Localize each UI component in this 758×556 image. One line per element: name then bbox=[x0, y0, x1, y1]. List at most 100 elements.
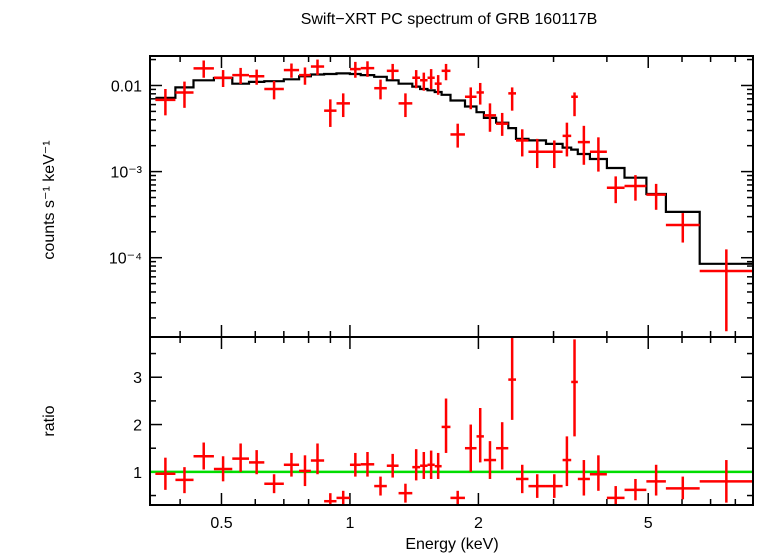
data-point bbox=[374, 79, 387, 100]
x-tick-label: 5 bbox=[644, 515, 653, 532]
ratio-point bbox=[562, 436, 572, 487]
ratio-point bbox=[571, 339, 578, 437]
ratio-point bbox=[646, 464, 666, 496]
data-point bbox=[562, 122, 572, 157]
ratio-point bbox=[606, 486, 625, 505]
ratio-point bbox=[464, 424, 477, 472]
ratio-point bbox=[412, 449, 421, 481]
data-point bbox=[577, 125, 590, 165]
data-point bbox=[336, 93, 350, 118]
data-point bbox=[496, 112, 509, 136]
data-point bbox=[516, 129, 529, 157]
ratio-data-points bbox=[155, 337, 753, 505]
ratio-point bbox=[699, 460, 753, 503]
ratio-point bbox=[624, 478, 647, 501]
ratio-point bbox=[516, 464, 529, 494]
data-point bbox=[193, 60, 214, 78]
data-point bbox=[464, 87, 477, 110]
data-point bbox=[398, 93, 413, 118]
data-point bbox=[324, 99, 337, 127]
data-point bbox=[427, 69, 435, 90]
data-point bbox=[155, 89, 176, 116]
ratio-point bbox=[232, 443, 249, 472]
x-tick-label: 2 bbox=[474, 515, 483, 532]
data-point bbox=[476, 82, 484, 105]
data-point bbox=[699, 249, 753, 332]
ratio-point bbox=[213, 456, 233, 482]
x-axis-label: Energy (keV) bbox=[405, 536, 498, 553]
ratio-point bbox=[420, 451, 428, 479]
data-point bbox=[450, 123, 465, 148]
data-point bbox=[441, 63, 451, 81]
data-point bbox=[248, 69, 265, 85]
data-point bbox=[360, 61, 375, 77]
ratio-point bbox=[427, 450, 435, 479]
ratio-frame bbox=[149, 336, 754, 506]
data-point bbox=[589, 137, 607, 172]
spectrum-y-tick-label: 10⁻³ bbox=[110, 165, 142, 182]
ratio-point bbox=[324, 493, 337, 505]
ratio-point bbox=[476, 407, 484, 463]
model-step-line bbox=[155, 72, 753, 265]
ratio-point bbox=[508, 337, 517, 420]
ratio-y-tick-labels: 1 2 3 bbox=[133, 370, 142, 482]
data-point bbox=[349, 61, 361, 78]
chart-title: Swift−XRT PC spectrum of GRB 160117B bbox=[301, 11, 598, 28]
ratio-y-tick-label: 1 bbox=[133, 465, 142, 482]
data-point bbox=[310, 59, 325, 76]
ratio-point bbox=[155, 457, 176, 490]
spectrum-panel: 0.01 10⁻³ 10⁻⁴ bbox=[109, 55, 754, 338]
ratio-y-axis-label: ratio bbox=[41, 405, 58, 436]
ratio-point bbox=[398, 483, 413, 503]
ratio-y-tick-label: 2 bbox=[133, 418, 142, 435]
data-point bbox=[283, 63, 300, 78]
spectrum-y-tick-label: 10⁻⁴ bbox=[109, 251, 142, 268]
ratio-point bbox=[545, 474, 563, 498]
data-point bbox=[232, 67, 249, 85]
data-point bbox=[412, 70, 421, 89]
ratio-ticks bbox=[150, 337, 753, 505]
model-curve bbox=[155, 72, 753, 265]
ratio-point bbox=[450, 490, 465, 505]
ratio-point bbox=[374, 476, 387, 496]
data-point bbox=[420, 72, 428, 91]
data-point bbox=[545, 140, 563, 169]
data-point bbox=[646, 183, 666, 210]
x-tick-label: 1 bbox=[345, 515, 354, 532]
ratio-point bbox=[310, 443, 325, 475]
spectrum-y-axis-label: counts s⁻¹ keV⁻¹ bbox=[41, 140, 58, 259]
data-point bbox=[528, 138, 546, 169]
ratio-point bbox=[386, 453, 399, 478]
x-tick-labels: 0.5 1 2 5 bbox=[210, 515, 652, 532]
data-point bbox=[299, 67, 311, 85]
ratio-panel: 1 2 3 0.5 1 2 5 bbox=[133, 336, 754, 532]
spectrum-y-tick-labels: 0.01 10⁻³ 10⁻⁴ bbox=[109, 78, 143, 267]
data-point bbox=[264, 80, 284, 100]
data-point bbox=[483, 103, 497, 132]
spectrum-data-points bbox=[155, 59, 753, 332]
data-point bbox=[213, 70, 233, 88]
data-point bbox=[606, 176, 625, 204]
ratio-point bbox=[441, 398, 451, 453]
data-point bbox=[386, 63, 399, 80]
x-tick-label: 0.5 bbox=[210, 515, 232, 532]
ratio-point bbox=[299, 455, 311, 487]
data-point bbox=[508, 87, 517, 111]
ratio-point bbox=[175, 467, 194, 494]
ratio-point bbox=[577, 460, 590, 496]
ratio-point bbox=[589, 455, 607, 491]
ratio-point bbox=[264, 474, 284, 494]
data-point bbox=[434, 75, 442, 95]
ratio-point bbox=[349, 452, 361, 477]
ratio-point bbox=[283, 452, 300, 477]
ratio-y-tick-label: 3 bbox=[133, 370, 142, 387]
ratio-point bbox=[665, 476, 700, 500]
data-point bbox=[175, 81, 194, 108]
data-point bbox=[665, 213, 700, 243]
ratio-point bbox=[434, 452, 442, 479]
ratio-point bbox=[193, 442, 214, 470]
ratio-point bbox=[496, 422, 509, 470]
ratio-point bbox=[336, 490, 350, 505]
spectrum-y-tick-label: 0.01 bbox=[111, 78, 142, 95]
